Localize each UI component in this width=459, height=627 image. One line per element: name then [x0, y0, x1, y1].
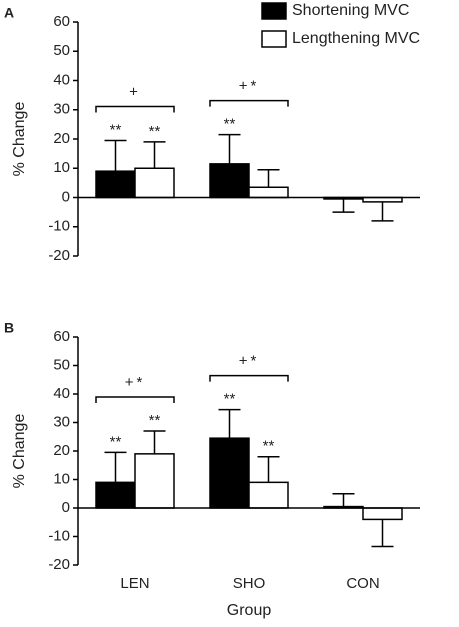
bracket-label: +*: [239, 78, 260, 95]
bracket-label: +*: [125, 374, 146, 391]
significance-label: **: [224, 391, 236, 408]
significance-label: **: [263, 438, 275, 455]
y-tick-label: -10: [48, 218, 70, 235]
bar: [134, 453, 175, 509]
error-bar: [257, 168, 280, 188]
error-bar: [143, 141, 166, 169]
y-tick-label: 10: [53, 470, 70, 487]
y-tick-label: 0: [62, 188, 70, 205]
bar: [209, 437, 250, 509]
y-tick-label: 30: [53, 413, 70, 430]
panel-label: B: [4, 320, 14, 336]
significance-label: **: [110, 121, 122, 138]
y-tick-label: 60: [53, 328, 70, 345]
bracket-label: +: [129, 83, 141, 100]
y-tick-label: 40: [53, 71, 70, 88]
significance-label: **: [149, 123, 161, 140]
y-tick-label: 60: [53, 13, 70, 30]
bar: [95, 170, 136, 199]
error-bar: [332, 198, 355, 213]
error-bar: [218, 133, 241, 164]
bar: [248, 481, 289, 509]
error-bar: [143, 430, 166, 454]
y-tick-label: 50: [53, 356, 70, 373]
legend-label: Lengthening MVC: [292, 30, 420, 47]
error-bar: [332, 493, 355, 507]
x-axis-label: Group: [227, 602, 272, 619]
x-tick-label: LEN: [120, 575, 149, 592]
bar: [209, 163, 250, 199]
bar: [248, 186, 289, 199]
legend-label: Shortening MVC: [292, 2, 409, 19]
legend-swatch: [261, 2, 287, 20]
y-tick-label: 10: [53, 159, 70, 176]
bracket: [95, 396, 175, 404]
bracket: [95, 105, 175, 113]
y-tick-label: 50: [53, 42, 70, 59]
bar: [95, 481, 136, 509]
bracket: [209, 374, 289, 382]
y-tick-label: 20: [53, 130, 70, 147]
significance-label: **: [224, 116, 236, 133]
error-bar: [371, 519, 394, 548]
y-tick-label: 40: [53, 385, 70, 402]
panel-label: A: [4, 5, 14, 21]
bracket-label: +*: [239, 353, 260, 370]
y-tick-label: 30: [53, 101, 70, 118]
x-tick-label: SHO: [233, 575, 266, 592]
x-tick-label: CON: [346, 575, 379, 592]
error-bar: [371, 201, 394, 222]
y-axis-label: % Change: [11, 414, 28, 489]
y-tick-label: -10: [48, 527, 70, 544]
error-bar: [104, 139, 127, 172]
bracket: [209, 99, 289, 107]
error-bar: [104, 451, 127, 483]
bar: [362, 507, 403, 521]
bar: [134, 167, 175, 199]
y-tick-label: 20: [53, 442, 70, 459]
y-tick-label: 0: [62, 499, 70, 516]
significance-label: **: [149, 412, 161, 429]
significance-label: **: [110, 433, 122, 450]
y-tick-label: -20: [48, 247, 70, 264]
error-bar: [257, 455, 280, 483]
y-tick-label: -20: [48, 556, 70, 573]
error-bar: [218, 408, 241, 439]
legend-swatch: [261, 30, 287, 48]
y-axis-label: % Change: [11, 102, 28, 177]
